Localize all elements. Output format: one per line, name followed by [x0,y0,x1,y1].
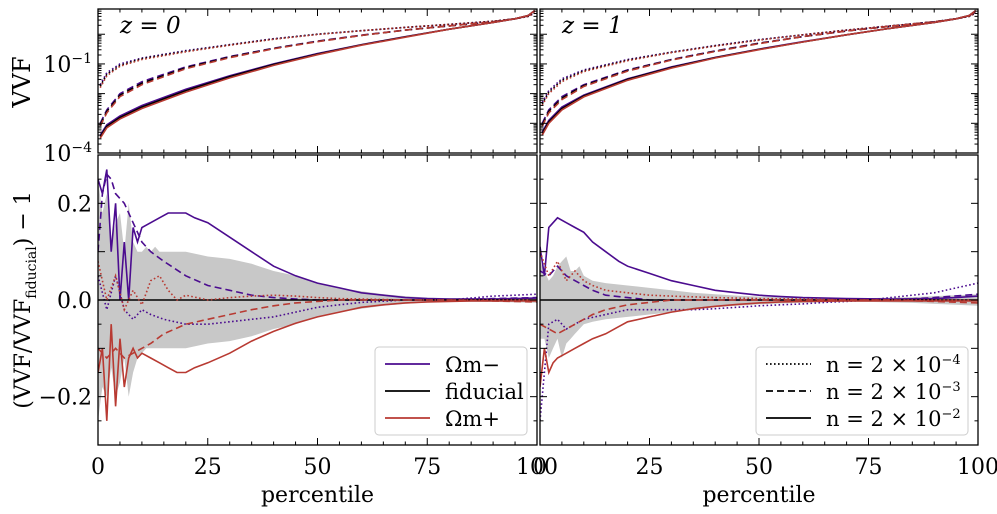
panel-label-2: z = 1 [561,13,623,39]
legend-text: Ωm− [445,353,500,377]
residual-line-2-2 [540,265,978,301]
legend-exponent: −4 [942,353,961,368]
legend-text: Ωm+ [445,407,500,431]
bottom-panel-2-content [540,216,978,421]
ytick-label-bottom-3: −0.2 [39,386,92,411]
tick-exponent: −1 [71,51,92,67]
legend-label-2: fiducial [445,380,524,404]
top-panel-2-series [541,9,977,136]
legend-label-3: Ωm+ [445,407,500,431]
residual-line-2-5 [540,300,978,388]
legend-exponent: −3 [942,380,961,395]
xtick-label-1-5: 100 [516,455,558,480]
legend-label-1: Ωm− [445,353,500,377]
xtick-label-2-2: 25 [636,455,664,480]
legend-exponent: −2 [942,407,961,422]
ytick-label-top-2: 10−4 [43,140,92,167]
xtick-label-1-4: 75 [413,455,441,480]
residual-line-2-7 [540,251,978,301]
bottom-panel-1-content [98,169,537,421]
top-panel-1-series [99,9,536,139]
legend-label-2: n = 2 × 10−3 [826,380,961,404]
legend-label-1: n = 2 × 10−4 [826,353,961,377]
xtick-label-1-2: 25 [194,455,222,480]
legend-text: n = 2 × 10 [826,353,942,377]
ytick-label-bottom-1: 0.2 [57,192,92,217]
ylabel-subscript: fiducial [24,246,40,299]
vvf-line-1-9 [99,9,536,139]
tick-base: 10 [43,53,71,78]
scatter-band-2 [540,256,978,358]
residual-line-1-7 [98,261,537,313]
legend-text: n = 2 × 10 [826,380,942,404]
xtick-label-2-4: 75 [855,455,883,480]
residual-line-1-2 [98,172,537,301]
legend-1: Ωm− fiducial Ωm+ [374,346,528,436]
legend-text: n = 2 × 10 [826,407,942,431]
tick-exponent: −4 [71,140,92,156]
legend-text: fiducial [445,380,524,404]
residual-line-2-1 [540,216,978,300]
ylabel-top: VVF [8,56,36,108]
ylabel-part: (VVF/VVF [11,299,36,409]
xlabel-2: percentile [702,483,815,508]
legend-label-3: n = 2 × 10−2 [826,407,961,431]
xtick-label-2-3: 50 [745,455,773,480]
residual-line-1-6 [98,299,537,360]
legend-frame [755,346,969,436]
xtick-label-1-1: 0 [91,455,105,480]
legend-2: n = 2 × 10−4n = 2 × 10−3n = 2 × 10−2 [755,346,969,436]
ytick-label-top-1: 10−1 [43,51,92,78]
ylabel-tail: ) − 1 [11,191,36,246]
residual-line-2-6 [540,299,978,335]
ytick-label-bottom-2: 0.0 [57,289,92,314]
vvf-line-2-9 [541,9,977,136]
xtick-label-1-3: 50 [304,455,332,480]
xlabel-1: percentile [261,483,374,508]
panel-label-1: z = 0 [119,13,181,39]
ylabel-bottom: (VVF/VVFfiducial) − 1 [11,191,40,409]
legend-frame [374,346,528,436]
xtick-label-2-1: 0 [533,455,547,480]
tick-base: 10 [43,142,71,167]
residual-line-1-1 [98,169,537,301]
xtick-label-2-5: 100 [957,455,997,480]
